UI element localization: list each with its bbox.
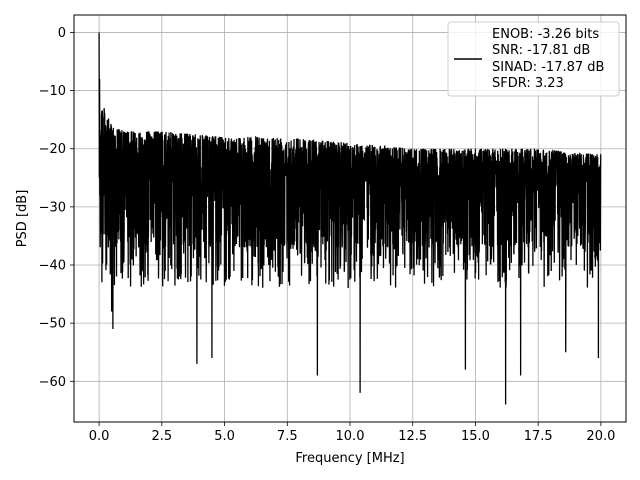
x-tick-label: 17.5 <box>524 429 553 444</box>
x-tick-label: 15.0 <box>461 429 490 444</box>
y-tick-label: −20 <box>39 142 66 157</box>
y-axis-label: PSD [dB] <box>15 190 30 248</box>
y-tick-label: −10 <box>39 84 66 99</box>
plot-area <box>98 32 602 405</box>
y-tick-label: −30 <box>39 200 66 215</box>
legend-enob: ENOB: -3.26 bits <box>492 27 599 42</box>
psd-series-line <box>98 32 602 405</box>
y-tick-label: −60 <box>39 375 66 390</box>
x-tick-label: 20.0 <box>586 429 615 444</box>
x-tick-label: 2.5 <box>151 429 172 444</box>
ticks: 0.0 2.5 5.0 7.5 10.0 12.5 15.0 17.5 20.0 0 −10 −20 −… <box>39 26 616 444</box>
legend-snr: SNR: -17.81 dB <box>492 43 590 58</box>
x-tick-label: 7.5 <box>277 429 298 444</box>
x-axis-label: Frequency [MHz] <box>295 451 404 466</box>
legend-sinad: SINAD: -17.87 dB <box>492 60 604 75</box>
y-tick-label: −50 <box>39 317 66 332</box>
x-tick-label: 5.0 <box>214 429 235 444</box>
y-tick-label: 0 <box>58 26 66 41</box>
x-tick-label: 12.5 <box>398 429 427 444</box>
legend-box <box>447 21 620 97</box>
x-tick-label: 10.0 <box>336 429 365 444</box>
x-tick-label: 0.0 <box>89 429 110 444</box>
legend-sfdr: SFDR: 3.23 <box>492 76 564 91</box>
y-tick-label: −40 <box>39 259 66 274</box>
legend: ENOB: -3.26 bits SNR: -17.81 dB SINAD: -… <box>447 21 620 97</box>
